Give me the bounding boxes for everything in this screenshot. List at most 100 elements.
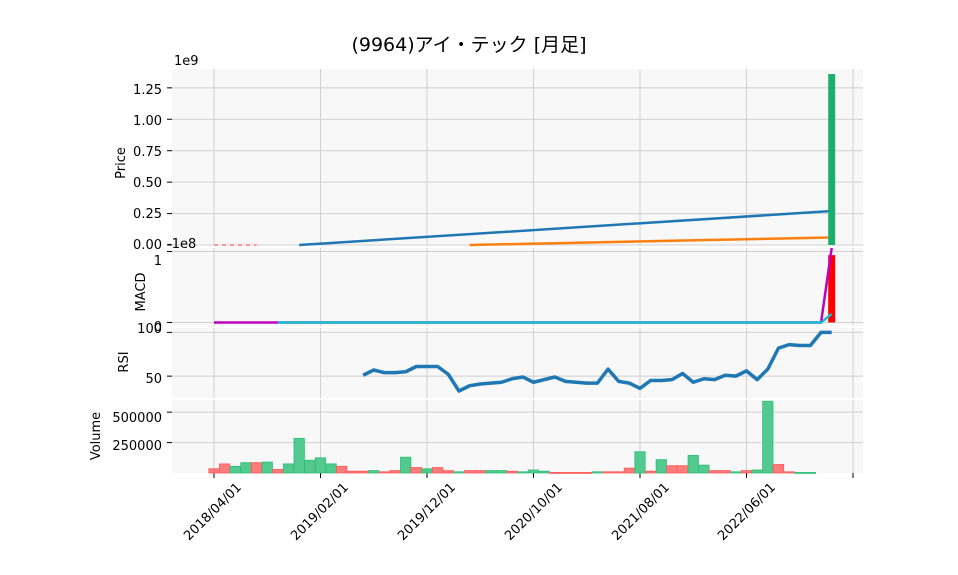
y-tick-label: 50 <box>145 372 162 387</box>
volume-bar <box>240 462 252 474</box>
volume-bar <box>368 470 380 474</box>
volume-bar <box>400 456 412 474</box>
chart-marks <box>214 74 836 393</box>
x-tick-label: 2020/10/01 <box>502 480 566 544</box>
y-tick-label: 100 <box>137 322 162 337</box>
volume-bar <box>208 468 220 474</box>
x-tick-label: 2022/06/01 <box>715 480 779 544</box>
volume-bar <box>517 471 529 474</box>
macd-panel <box>172 248 863 326</box>
volume-bar <box>485 470 497 474</box>
volume-bar <box>378 471 391 474</box>
volume-bar <box>357 470 369 474</box>
y-tick-label: 0.00 <box>133 238 162 253</box>
volume-bar <box>740 470 753 474</box>
x-tick-label: 2019/02/01 <box>288 480 352 544</box>
volume-panel <box>172 400 863 473</box>
volume-bar <box>570 471 582 474</box>
x-tick-label: 2019/12/01 <box>395 480 459 544</box>
volume-bar <box>549 471 561 474</box>
rsi-y-ticks: 50 100 <box>137 322 162 387</box>
volume-bar <box>442 470 454 474</box>
rsi-line <box>362 330 832 393</box>
macd-axis-label: MACD <box>134 273 149 312</box>
volume-bar <box>453 471 465 474</box>
price-axis-label: Price <box>114 147 129 179</box>
price-panel <box>172 69 863 245</box>
price-offset-label: 1e9 <box>174 54 199 69</box>
y-tick-label: 0.50 <box>133 176 162 191</box>
volume-bar <box>463 470 476 474</box>
x-tick-label: 2018/04/01 <box>181 480 245 544</box>
volume-axis-label: Volume <box>89 412 104 460</box>
volume-bar <box>389 470 401 474</box>
volume-bar <box>666 465 678 474</box>
volume-bar <box>410 467 422 474</box>
price-y-ticks: 0.00 0.25 0.50 0.75 1.00 1.25 <box>133 83 162 253</box>
volume-bar <box>304 459 316 474</box>
volume-bar <box>634 451 646 474</box>
volume-bar <box>698 464 710 474</box>
volume-bar <box>581 471 593 474</box>
rsi-panel <box>172 328 863 398</box>
volume-bar <box>677 465 689 474</box>
macd-histogram-bar <box>828 255 836 323</box>
price-line <box>299 209 832 247</box>
volume-bar <box>346 470 359 474</box>
price-line <box>469 236 832 247</box>
macd-line <box>277 312 833 324</box>
volume-bar <box>730 471 742 474</box>
volume-bar <box>623 467 635 474</box>
price-candle <box>828 74 836 246</box>
volume-bar <box>495 470 508 474</box>
volume-bar <box>261 461 273 474</box>
volume-bar <box>762 400 774 474</box>
macd-y-ticks: 0 1 <box>154 254 162 335</box>
volume-bar <box>538 470 550 474</box>
volume-bar <box>794 471 806 474</box>
volume-bar <box>613 471 625 474</box>
volume-bar <box>474 470 486 474</box>
y-tick-label: 0.75 <box>133 145 162 160</box>
volume-bar <box>527 469 540 474</box>
volume-bar <box>506 470 518 474</box>
volume-bar <box>783 471 795 474</box>
volume-bar <box>421 468 433 474</box>
y-tick-label: 1.25 <box>133 83 162 98</box>
y-tick-label: 1.00 <box>133 114 162 129</box>
x-tick-label: 2021/08/01 <box>609 480 673 544</box>
rsi-axis-label: RSI <box>117 351 132 372</box>
y-tick-label: 250000 <box>112 439 162 454</box>
volume-bar <box>645 470 657 474</box>
volume-bar <box>591 471 604 474</box>
volume-bar <box>219 463 231 474</box>
macd-offset-label: -1e8 <box>167 237 196 252</box>
volume-bar <box>708 470 721 474</box>
volume-bar <box>655 459 667 474</box>
volume-bar <box>325 463 337 474</box>
volume-bar <box>314 457 327 474</box>
y-tick-label: 1 <box>154 254 162 269</box>
volume-bar <box>229 465 241 474</box>
volume-bar <box>687 454 699 474</box>
volume-bar <box>559 471 572 474</box>
volume-bar <box>272 468 284 474</box>
volume-y-ticks: 250000 500000 <box>112 411 162 454</box>
volume-bar <box>250 462 263 474</box>
volume-bar <box>804 471 817 474</box>
volume-bar <box>432 467 444 474</box>
x-tick-labels: 2018/04/01 2019/02/01 2019/12/01 2020/10… <box>181 480 779 544</box>
volume-bar <box>719 470 731 474</box>
volume-bars <box>208 400 817 474</box>
volume-bar <box>751 469 763 474</box>
chart-title: (9964)アイ・テック [月足] <box>351 34 586 56</box>
volume-bar <box>602 471 614 474</box>
y-tick-label: 500000 <box>112 411 162 426</box>
volume-bar <box>772 464 785 474</box>
y-tick-label: 0 <box>154 320 162 335</box>
volume-bar <box>293 437 305 474</box>
y-tick-label: 0.25 <box>133 207 162 222</box>
volume-bar <box>282 463 295 474</box>
volume-bar <box>336 465 348 474</box>
